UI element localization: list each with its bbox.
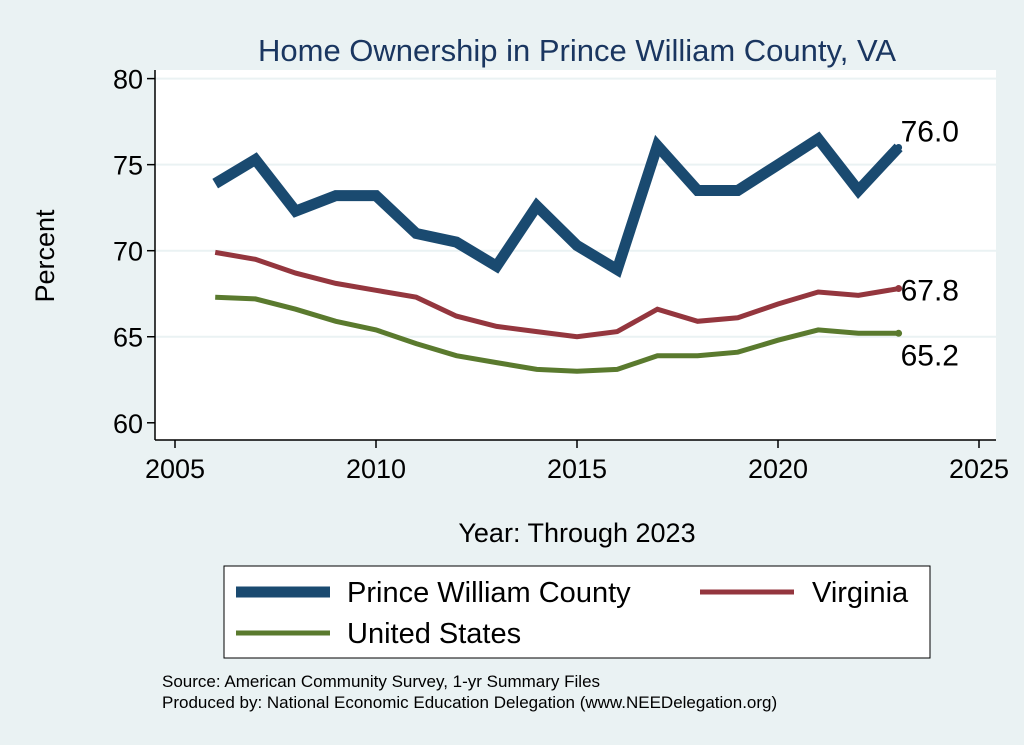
series-end-label: 67.8 bbox=[901, 275, 959, 308]
y-tick-label: 80 bbox=[113, 65, 143, 95]
footer-source: Source: American Community Survey, 1-yr … bbox=[162, 672, 600, 691]
y-tick-label: 70 bbox=[113, 237, 143, 267]
x-axis: 2005 2010 2015 2020 2025 bbox=[145, 439, 1009, 484]
y-axis-title: Percent bbox=[30, 209, 60, 303]
x-tick-label: 2020 bbox=[748, 454, 808, 484]
x-tick-label: 2005 bbox=[145, 454, 205, 484]
footer-produced-by: Produced by: National Economic Education… bbox=[162, 693, 777, 712]
series-line-united-states bbox=[215, 294, 899, 374]
series-end-marker bbox=[895, 329, 903, 337]
legend-label: Prince William County bbox=[347, 577, 631, 609]
series-line-virginia bbox=[214, 249, 900, 340]
legend-label: Virginia bbox=[812, 577, 909, 609]
chart-title: Home Ownership in Prince William County,… bbox=[258, 33, 896, 68]
plot-area bbox=[155, 70, 996, 440]
y-axis: 60 65 70 75 80 bbox=[113, 65, 156, 440]
series-end-marker bbox=[895, 285, 903, 293]
x-axis-title: Year: Through 2023 bbox=[458, 518, 695, 548]
series-end-marker bbox=[895, 143, 903, 151]
y-tick-label: 65 bbox=[113, 323, 143, 353]
series-end-label: 65.2 bbox=[901, 339, 959, 372]
legend: Prince William County Virginia United Stat… bbox=[223, 565, 931, 659]
series-line-prince-william-county bbox=[212, 131, 903, 278]
y-tick-label: 75 bbox=[113, 151, 143, 181]
x-tick-label: 2025 bbox=[949, 454, 1009, 484]
legend-label: United States bbox=[347, 618, 521, 650]
series-end-label: 76.0 bbox=[901, 115, 959, 148]
legend-box bbox=[223, 565, 931, 659]
y-tick-label: 60 bbox=[113, 409, 143, 439]
series-layer bbox=[212, 131, 903, 374]
end-labels: 76.0 67.8 65.2 bbox=[901, 115, 959, 372]
x-tick-label: 2015 bbox=[547, 454, 607, 484]
x-tick-label: 2010 bbox=[346, 454, 406, 484]
